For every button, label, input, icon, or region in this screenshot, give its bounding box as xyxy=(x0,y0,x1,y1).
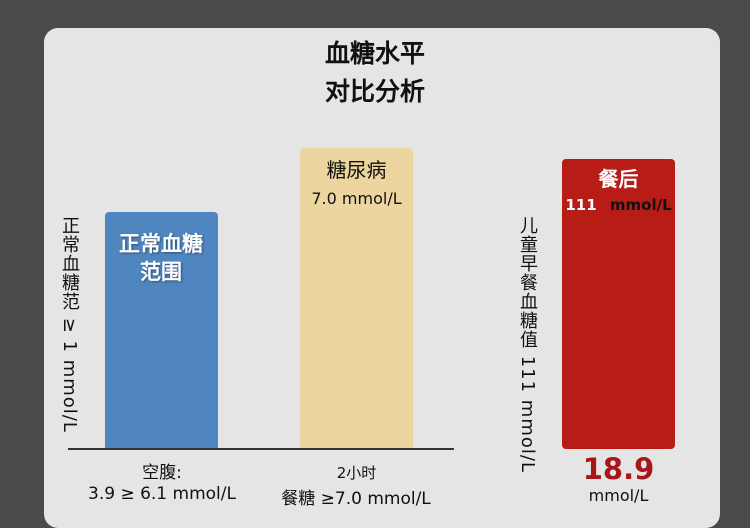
bottom-label-normal-2: 3.9 ≥ 6.1 mmol/L xyxy=(88,484,236,504)
bar-postmeal-value: 111 xyxy=(565,196,597,214)
bottom-label-normal-1: 空腹: xyxy=(142,463,182,483)
bar-postmeal: 餐后 111 mmol/L xyxy=(562,159,675,449)
postmeal-big-unit: mmol/L xyxy=(588,486,649,505)
bar-diabetes-value: 7.0 mmol/L xyxy=(311,189,402,208)
right-axis-label: 儿童早餐血糖值 111 mmol/L xyxy=(517,216,538,473)
bar-postmeal-label: 餐后 xyxy=(598,167,639,191)
bar-diabetes-label: 糖尿病 xyxy=(326,158,387,182)
bottom-label-diabetes-1: 2小时 xyxy=(336,464,377,482)
postmeal-big-value: 18.9 xyxy=(582,452,655,486)
bar-normal: 正常血糖范围 xyxy=(105,212,218,449)
chart-title-line2: 对比分析 xyxy=(324,77,425,106)
left-axis-label: 正常血糖范 ≥ 1 mmol/L xyxy=(59,216,80,433)
bottom-label-diabetes-2: 餐糖 ≥7.0 mmol/L xyxy=(281,489,431,509)
bar-normal-label: 正常血糖范围 xyxy=(119,232,203,284)
x-axis-line xyxy=(68,448,454,450)
bar-postmeal-unit: mmol/L xyxy=(609,196,672,214)
bar-diabetes: 糖尿病 7.0 mmol/L xyxy=(300,148,413,449)
chart-title-line1: 血糖水平 xyxy=(324,39,425,68)
